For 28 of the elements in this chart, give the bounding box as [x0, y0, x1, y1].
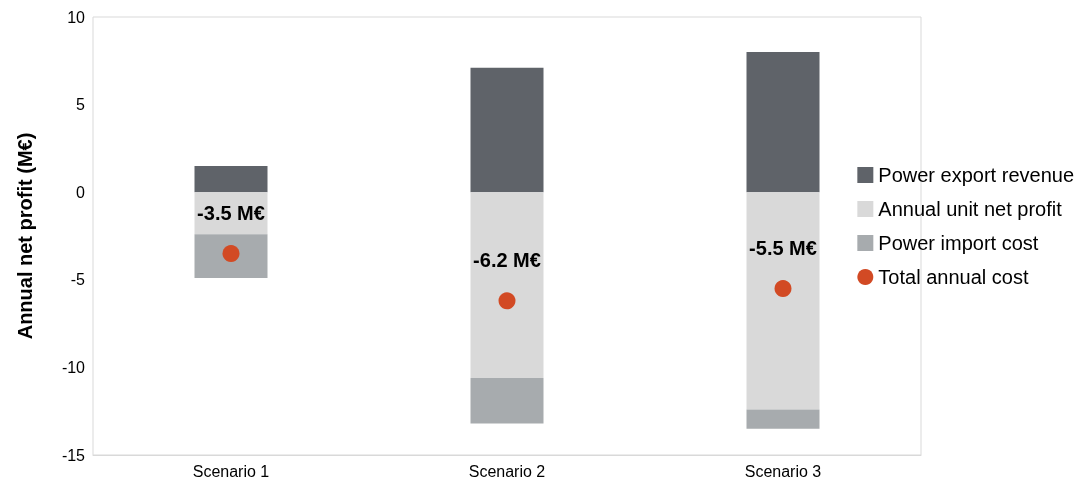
- x-tick-label: Scenario 3: [744, 462, 822, 480]
- bar: [470, 377, 544, 424]
- y-axis-title: Annual net profit (M€): [14, 132, 36, 340]
- bar: [194, 234, 268, 279]
- legend-label: Power export revenue: [878, 164, 1075, 186]
- bar: [470, 192, 544, 378]
- data-label: -5.5 M€: [749, 237, 817, 260]
- y-tick-label: 0: [76, 183, 86, 201]
- bar: [746, 52, 820, 193]
- point: [498, 292, 516, 310]
- y-tick-label: -15: [61, 446, 86, 464]
- y-tick-label: 5: [76, 96, 86, 114]
- bar: [470, 67, 544, 193]
- y-tick-label: 10: [67, 8, 86, 26]
- bar: [746, 409, 820, 429]
- point: [774, 280, 792, 298]
- legend-label: Power import cost: [878, 232, 1039, 254]
- bar: [746, 192, 820, 410]
- data-label: -3.5 M€: [197, 202, 265, 225]
- data-label: -6.2 M€: [473, 249, 541, 272]
- x-tick-label: Scenario 2: [468, 462, 546, 480]
- y-tick-label: -10: [61, 358, 86, 376]
- y-tick-label: -5: [70, 271, 86, 289]
- legend-label: Total annual cost: [878, 266, 1029, 288]
- legend-label: Annual unit net profit: [878, 198, 1063, 220]
- x-tick-label: Scenario 1: [192, 462, 270, 480]
- bar: [194, 165, 268, 193]
- point: [222, 245, 240, 263]
